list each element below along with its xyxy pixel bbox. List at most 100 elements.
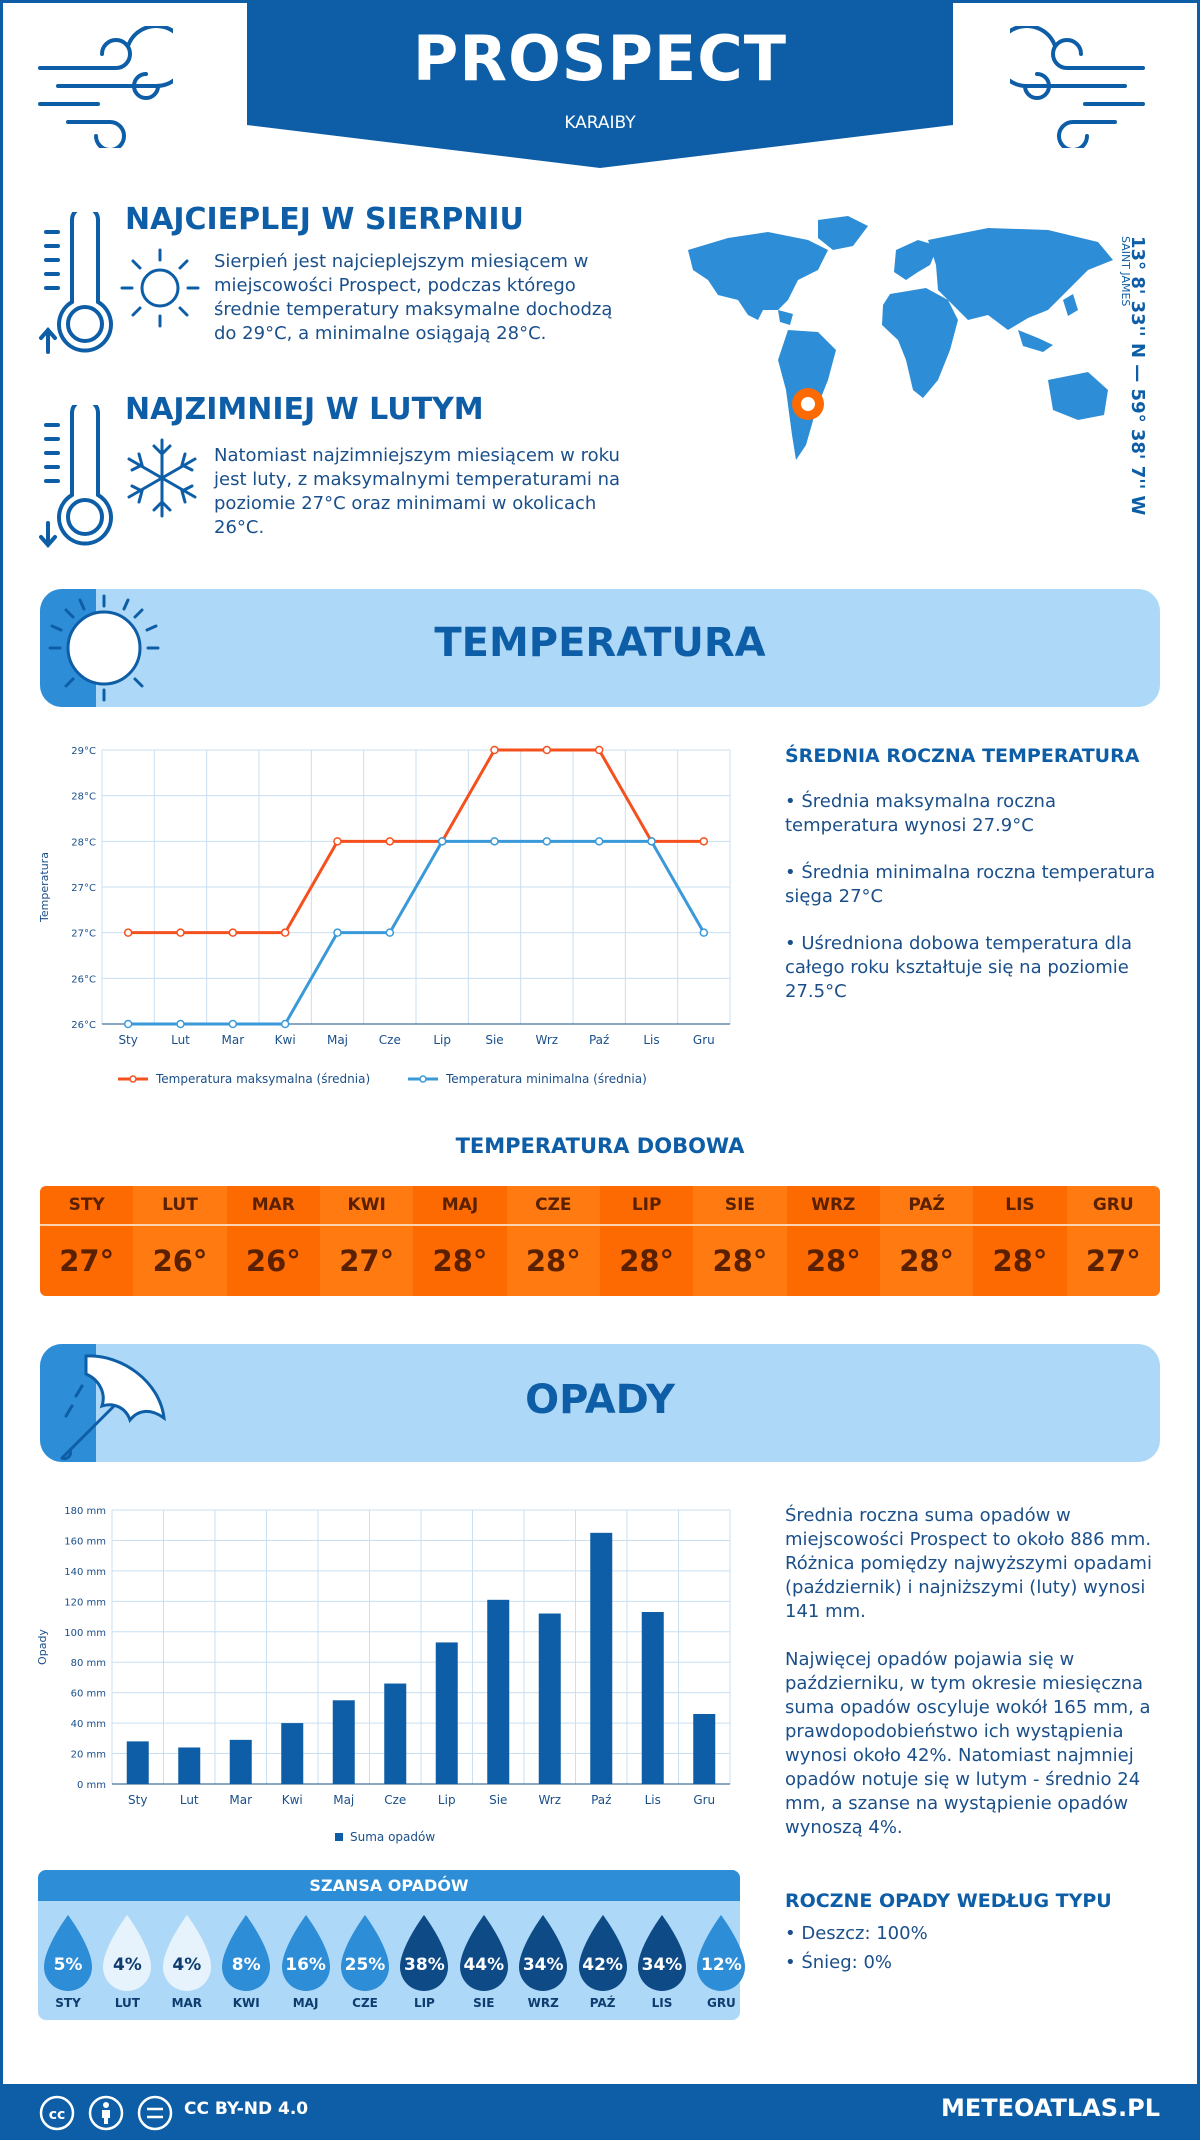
raindrop-shape [459, 1915, 508, 1991]
sun-icon [120, 248, 200, 328]
data-point [385, 837, 395, 846]
data-point [280, 1019, 290, 1029]
precip-type-rain: • Deszcz: 100% [785, 1923, 928, 1944]
daily-temp-column: LIP 28° [599, 1186, 694, 1296]
x-tick-label: Cze [384, 1793, 406, 1807]
data-point [542, 745, 552, 755]
raindrop-icon [459, 1915, 508, 1991]
bar [384, 1683, 407, 1784]
raindrop-icon [697, 1915, 746, 1991]
precip-summary: Średnia roczna suma opadów w miejscowości… [785, 1505, 1152, 1622]
y-tick-label: 27°C [71, 883, 96, 894]
wind-icon [1010, 26, 1145, 148]
raindrop-icon [519, 1915, 568, 1991]
coldest-heading: NAJZIMNIEJ W LUTYM [125, 392, 484, 427]
daily-temp-value: 28° [432, 1244, 488, 1278]
data-point [123, 928, 133, 937]
daily-temp-month: LIP [599, 1186, 694, 1226]
precip-chance-month: LIS [651, 1996, 673, 2010]
data-point [228, 1019, 238, 1029]
precip-type-heading: ROCZNE OPADY WEDŁUG TYPU [785, 1890, 1112, 1912]
precip-chance-value: 34% [522, 1955, 564, 1975]
precip-chance-month: MAJ [292, 1996, 319, 2010]
daily-temp-month: PAŹ [879, 1186, 974, 1226]
x-tick-label: Sie [485, 1033, 503, 1047]
annual-temp-bullet: • Średnia minimalna roczna temperatura si… [785, 862, 1156, 907]
legend-marker [129, 1075, 137, 1083]
daily-temp-value: 28° [712, 1244, 768, 1278]
daily-temp-month: STY [40, 1186, 134, 1226]
y-axis-label: Temperatura [38, 852, 51, 923]
raindrop-shape [222, 1915, 271, 1991]
precip-chance-month: GRU [706, 1996, 736, 2010]
precip-chance-month: LIP [413, 1996, 435, 2010]
x-tick-label: Lip [438, 1793, 456, 1807]
daily-temp-table: STY 27° LUT 26° MAR 26° KWI 27° MAJ 28° CZE 28° LIP 2… [40, 1186, 1160, 1296]
precip-chance-value: 12% [701, 1955, 742, 1975]
x-tick-label: Mar [222, 1033, 245, 1047]
x-tick-label: Gru [693, 1033, 715, 1047]
bar [332, 1700, 355, 1784]
precip-chance-value: 16% [285, 1955, 326, 1975]
temperature-title: TEMPERATURA [434, 620, 766, 666]
precip-chance-value: 4% [172, 1955, 202, 1975]
raindrop-shape [400, 1915, 449, 1991]
x-tick-label: Kwi [275, 1033, 296, 1047]
bar [126, 1741, 149, 1784]
series-line [128, 748, 704, 935]
legend-swatch [335, 1833, 343, 1841]
legend-label: Temperatura maksymalna (średnia) [155, 1072, 370, 1086]
x-tick-label: Wrz [538, 1793, 561, 1807]
precip-chance-month: WRZ [527, 1996, 559, 2010]
precip-chance-month: STY [55, 1996, 81, 2010]
data-point [490, 745, 499, 755]
precip-chance-month: PAŹ [589, 1996, 616, 2010]
bar [538, 1613, 561, 1784]
daily-temp-value: 27° [59, 1244, 115, 1278]
daily-temp-month: KWI [319, 1186, 414, 1226]
raindrop-icon [162, 1915, 211, 1991]
daily-temp-column: WRZ 28° [786, 1186, 880, 1296]
y-tick-label: 40 mm [71, 1719, 106, 1730]
precip-chance-value: 34% [641, 1955, 683, 1975]
warmest-heading: NAJCIEPLEJ W SIERPNIU [125, 202, 524, 237]
brand-link[interactable]: METEOATLAS.PL [940, 2094, 1160, 2122]
data-point [699, 837, 709, 846]
thermometer-warm-icon [39, 212, 113, 354]
precip-chance-month: LUT [114, 1996, 140, 2010]
bar [693, 1713, 716, 1784]
x-tick-label: Wrz [536, 1033, 559, 1047]
daily-temp-month: LUT [133, 1186, 227, 1226]
x-tick-label: Sty [118, 1033, 137, 1047]
y-tick-label: 140 mm [64, 1567, 106, 1578]
precip-chance-value: 44% [463, 1955, 505, 1975]
x-tick-label: Lis [643, 1033, 659, 1047]
precip-chance-month: MAR [171, 1996, 203, 2010]
daily-temp-heading: TEMPERATURA DOBOWA [455, 1134, 745, 1158]
bar [229, 1739, 252, 1784]
daily-temp-column: STY 27° [40, 1186, 134, 1296]
precipitation-chart: 180 mm 160 mm 140 mm 120 mm 100 mm 80 mm 60 mm… [36, 1506, 731, 1844]
daily-temp-column: MAR 26° [226, 1186, 320, 1296]
daily-temp-value: 28° [899, 1244, 955, 1278]
daily-temp-column: PAŹ 28° [879, 1186, 974, 1296]
daily-temp-column: LUT 26° [133, 1186, 227, 1296]
precip-chance-value: 38% [404, 1955, 445, 1975]
legend-marker [419, 1075, 427, 1083]
snowflake-icon [127, 438, 197, 518]
raindrop-shape [162, 1915, 211, 1991]
daily-temp-value: 27° [339, 1244, 395, 1278]
precip-title: OPADY [525, 1377, 675, 1423]
daily-temp-column: GRU 27° [1066, 1186, 1160, 1296]
y-tick-label: 26°C [71, 974, 96, 985]
raindrop-icon [578, 1915, 627, 1991]
y-tick-label: 80 mm [71, 1658, 106, 1669]
daily-temp-month: SIE [693, 1186, 787, 1226]
x-tick-label: Mar [229, 1793, 252, 1807]
raindrop-icon [281, 1915, 330, 1991]
svg-text:cc: cc [49, 2107, 66, 2123]
y-tick-label: 160 mm [64, 1536, 106, 1547]
data-point [699, 928, 709, 937]
data-point [542, 837, 552, 846]
data-point [594, 837, 604, 846]
